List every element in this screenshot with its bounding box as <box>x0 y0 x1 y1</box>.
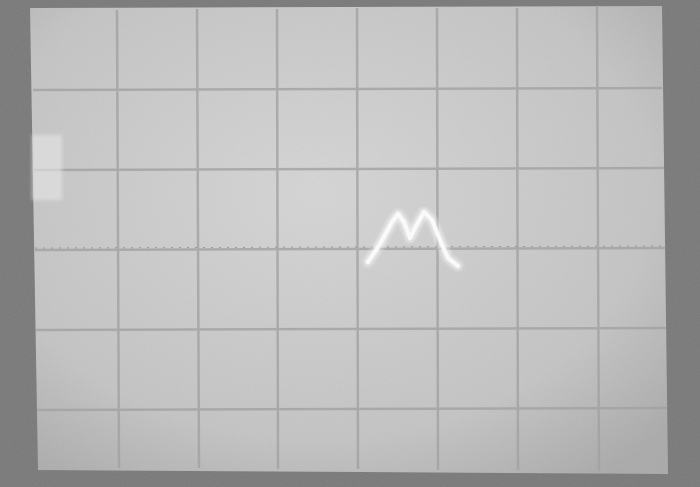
screen-grain <box>30 6 668 474</box>
oscilloscope-photo <box>0 0 700 487</box>
page: (() => { const data = JSON.parse(documen… <box>0 0 700 487</box>
reflection <box>32 135 62 200</box>
grid-line <box>517 8 518 470</box>
grid-line <box>277 9 278 469</box>
grid-line <box>357 8 358 469</box>
